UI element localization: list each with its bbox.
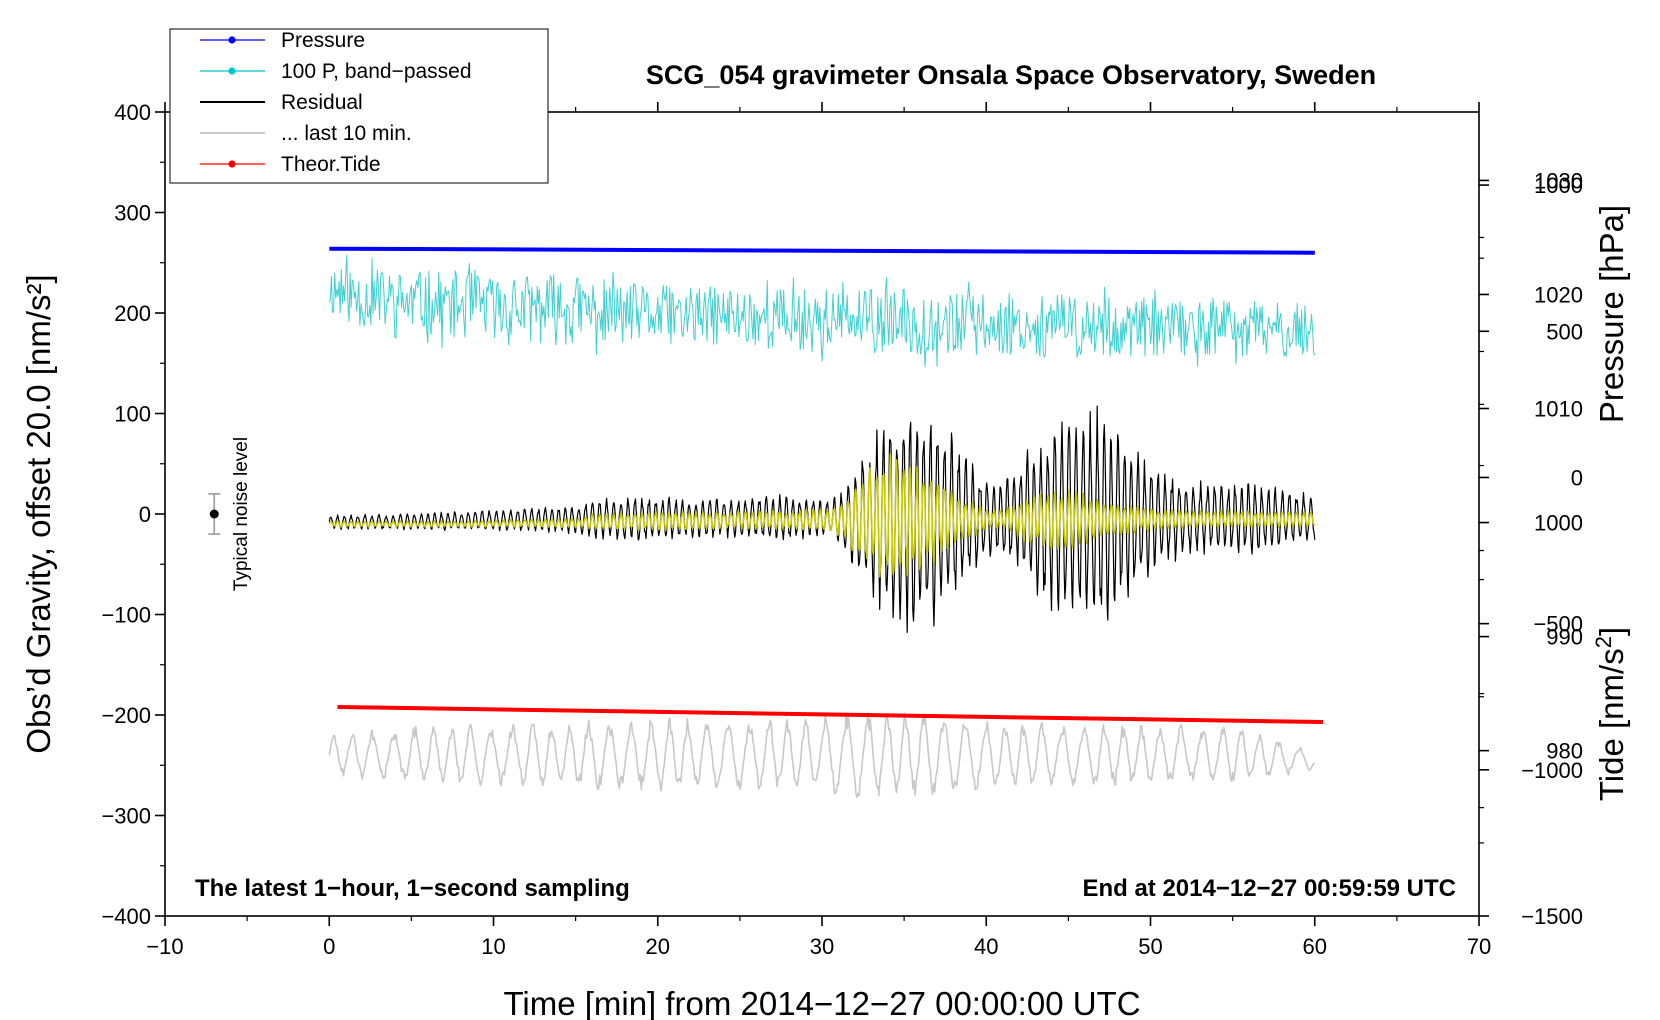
x-tick-label: 70 <box>1467 934 1491 959</box>
legend-box <box>169 28 549 184</box>
series-layer <box>328 246 1324 799</box>
legend: Pressure 100 P, band−passed Residual ... la… <box>200 29 472 176</box>
tide-tick-label: −500 <box>1533 612 1583 637</box>
noise-center-dot <box>209 509 219 519</box>
legend-label-theor-tide: Theor.Tide <box>281 153 381 176</box>
x-tick-label: 0 <box>323 934 335 959</box>
y-tick-label: −300 <box>101 804 151 829</box>
legend-marker-pressure <box>228 36 236 44</box>
pressure-tick-label: 990 <box>1546 625 1583 650</box>
noise-level-label: Typical noise level <box>231 437 252 591</box>
x-tick-label: 10 <box>481 934 505 959</box>
y-tick-label: 400 <box>114 100 151 125</box>
y-tick-label: 200 <box>114 301 151 326</box>
pressure-tick-label: 1000 <box>1534 511 1583 536</box>
y-tick-label: 300 <box>114 201 151 226</box>
tide-tick-label: 500 <box>1546 319 1583 344</box>
series-pressure <box>329 246 1315 255</box>
right-axis-ticks: 980 990 1000 1010 1020 1030 −1500 −1000 −500 0 500… <box>1479 168 1583 929</box>
y-tick-label: −100 <box>101 603 151 628</box>
x-tick-label: 50 <box>1138 934 1162 959</box>
x-tick-label: 20 <box>646 934 670 959</box>
noise-level-marker <box>208 493 221 535</box>
legend-label-100-p-band-passed: 100 P, band−passed <box>281 60 472 83</box>
tide-axis-label: Tide [nm/s2] <box>1591 627 1630 801</box>
x-axis-label: Time [min] from 2014−12−27 00:00:00 UTC <box>503 985 1140 1020</box>
y-tick-label: −400 <box>101 904 151 929</box>
pressure-axis-label: Pressure [hPa] <box>1593 205 1630 423</box>
legend-label-last-10-min: ... last 10 min. <box>281 122 412 145</box>
y-tick-label: −200 <box>101 703 151 728</box>
tide-tick-label: −1000 <box>1521 758 1583 783</box>
pressure-tick-label: 980 <box>1546 739 1583 764</box>
series-100-p-band-passed <box>328 254 1316 367</box>
y-tick-label: 100 <box>114 402 151 427</box>
end-time-annotation: End at 2014−12−27 00:59:59 UTC <box>1082 875 1456 902</box>
tide-tick-label: −1500 <box>1521 904 1583 929</box>
pressure-tick-label: 1020 <box>1534 282 1583 307</box>
pressure-tick-label: 1010 <box>1534 397 1583 422</box>
pressure-tick-label: 1030 <box>1534 168 1583 193</box>
x-tick-label: −10 <box>146 934 183 959</box>
sampling-annotation: The latest 1−hour, 1−second sampling <box>195 875 630 902</box>
x-tick-label: 40 <box>974 934 998 959</box>
x-tick-label: 30 <box>810 934 834 959</box>
chart-title: SCG_054 gravimeter Onsala Space Observat… <box>646 60 1376 90</box>
tide-axis-label-end: ] <box>1593 627 1630 636</box>
legend-marker-theor-tide <box>228 160 236 168</box>
y-axis-label: Obs’d Gravity, offset 20.0 [nm/s²] <box>20 274 57 753</box>
tide-axis-label-main: Tide [nm/s <box>1593 648 1630 801</box>
legend-label-pressure: Pressure <box>281 29 365 52</box>
tide-axis-label-sup: 2 <box>1591 636 1616 648</box>
tide-tick-label: 0 <box>1571 465 1583 490</box>
series-theor-tide <box>337 705 1324 724</box>
y-tick-label: 0 <box>139 502 151 527</box>
tide-tick-label: 1000 <box>1534 173 1583 198</box>
series-bandpassed-residual <box>328 453 1315 578</box>
legend-marker-100-p-band-passed <box>228 67 236 75</box>
y-axis-ticks: −400 −300 −200 −100 0 100 200 300 400 <box>101 100 165 929</box>
x-tick-label: 60 <box>1303 934 1327 959</box>
series-last-10-min <box>328 712 1316 799</box>
legend-label-residual: Residual <box>281 91 363 114</box>
